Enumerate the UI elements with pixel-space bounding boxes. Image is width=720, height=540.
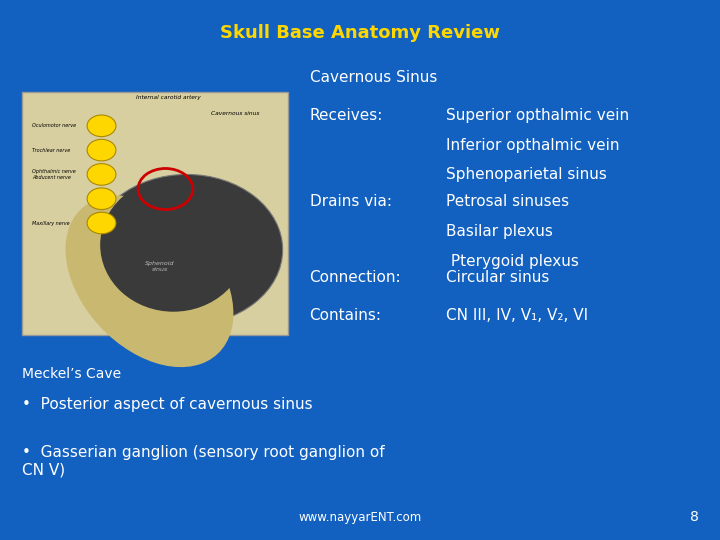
Text: Inferior opthalmic vein: Inferior opthalmic vein (446, 138, 620, 153)
Text: •  Gasserian ganglion (sensory root ganglion of
CN V): • Gasserian ganglion (sensory root gangl… (22, 446, 384, 478)
FancyBboxPatch shape (22, 92, 288, 335)
Text: Ophthalmic nerve
Abducent nerve: Ophthalmic nerve Abducent nerve (32, 169, 76, 180)
Text: Internal carotid artery: Internal carotid artery (136, 96, 200, 100)
Text: Oculomotor nerve: Oculomotor nerve (32, 123, 76, 129)
Text: Drains via:: Drains via: (310, 194, 392, 210)
Text: Maxillary nerve: Maxillary nerve (32, 220, 70, 226)
Text: Cavernous Sinus: Cavernous Sinus (310, 70, 437, 85)
Text: Petrosal sinuses: Petrosal sinuses (446, 194, 570, 210)
Text: Trochlear nerve: Trochlear nerve (32, 147, 71, 153)
Text: Basilar plexus: Basilar plexus (446, 224, 553, 239)
Circle shape (87, 212, 116, 234)
Text: Sphenoid
sinus: Sphenoid sinus (145, 261, 175, 272)
Text: Contains:: Contains: (310, 308, 382, 323)
Text: •  Posterior aspect of cavernous sinus: • Posterior aspect of cavernous sinus (22, 397, 312, 412)
Text: Skull Base Anatomy Review: Skull Base Anatomy Review (220, 24, 500, 42)
Circle shape (87, 188, 116, 210)
Text: Meckel’s Cave: Meckel’s Cave (22, 367, 121, 381)
Ellipse shape (66, 195, 233, 367)
Text: Superior opthalmic vein: Superior opthalmic vein (446, 108, 629, 123)
Circle shape (87, 164, 116, 185)
Text: Cavernous sinus: Cavernous sinus (210, 111, 259, 116)
Text: Receives:: Receives: (310, 108, 383, 123)
Circle shape (87, 139, 116, 161)
Text: 8: 8 (690, 510, 698, 524)
Text: Pterygoid plexus: Pterygoid plexus (446, 254, 580, 269)
Text: www.nayyarENT.com: www.nayyarENT.com (298, 511, 422, 524)
Circle shape (87, 115, 116, 137)
Text: Connection:: Connection: (310, 270, 401, 285)
Text: Circular sinus: Circular sinus (446, 270, 550, 285)
Ellipse shape (91, 174, 283, 325)
Ellipse shape (100, 178, 247, 312)
Text: Sphenoparietal sinus: Sphenoparietal sinus (446, 167, 607, 183)
Text: CN III, IV, V₁, V₂, VI: CN III, IV, V₁, V₂, VI (446, 308, 588, 323)
